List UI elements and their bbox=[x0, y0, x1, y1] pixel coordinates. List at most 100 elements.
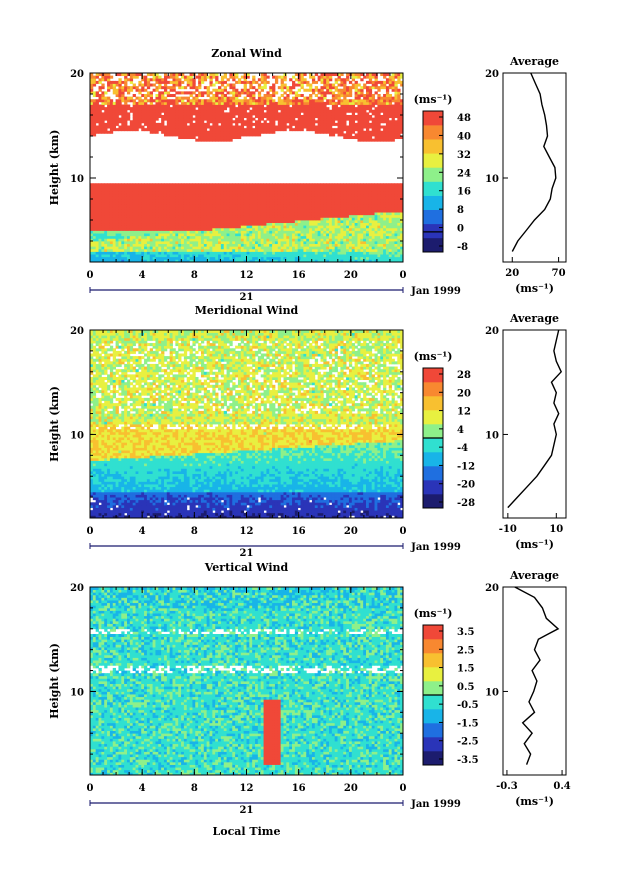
heatmap-cell bbox=[113, 217, 116, 220]
heatmap-cell bbox=[278, 102, 281, 105]
heatmap-cell bbox=[272, 110, 275, 113]
heatmap-cell bbox=[278, 225, 281, 228]
heatmap-cell bbox=[338, 115, 341, 118]
heatmap-cell bbox=[281, 118, 284, 121]
heatmap-cell bbox=[249, 81, 252, 84]
heatmap-cell bbox=[295, 183, 298, 186]
heatmap-cell bbox=[272, 94, 275, 97]
heatmap-cell bbox=[286, 112, 289, 115]
heatmap-cell bbox=[261, 118, 264, 121]
heatmap-cell bbox=[366, 123, 369, 126]
heatmap-cell bbox=[286, 212, 289, 215]
heatmap-cell bbox=[298, 199, 301, 202]
heatmap-cell bbox=[360, 204, 363, 207]
heatmap-cell bbox=[303, 217, 306, 220]
heatmap-cell bbox=[158, 199, 161, 202]
heatmap-cell bbox=[184, 91, 187, 94]
heatmap-cell bbox=[264, 207, 267, 210]
heatmap-cell bbox=[281, 238, 284, 241]
heatmap-cell bbox=[144, 97, 147, 100]
heatmap-cell bbox=[201, 183, 204, 186]
heatmap-cell bbox=[289, 102, 292, 105]
heatmap-cell bbox=[124, 76, 127, 79]
heatmap-cell bbox=[173, 233, 176, 236]
heatmap-cell bbox=[127, 257, 130, 260]
heatmap-cell bbox=[318, 186, 321, 189]
heatmap-cell bbox=[99, 94, 102, 97]
heatmap-cell bbox=[96, 210, 99, 213]
heatmap-cell bbox=[130, 183, 133, 186]
heatmap-cell bbox=[309, 215, 312, 218]
heatmap-cell bbox=[207, 89, 210, 92]
heatmap-cell bbox=[130, 126, 133, 129]
heatmap-cell bbox=[178, 215, 181, 218]
heatmap-cell bbox=[357, 133, 360, 136]
heatmap-cell bbox=[212, 118, 215, 121]
heatmap-cell bbox=[215, 123, 218, 126]
heatmap-cell bbox=[264, 126, 267, 129]
heatmap-cell bbox=[375, 123, 378, 126]
heatmap-cell bbox=[150, 196, 153, 199]
heatmap-cell bbox=[275, 236, 278, 239]
heatmap-cell bbox=[281, 254, 284, 257]
heatmap-cell bbox=[338, 112, 341, 115]
heatmap-cell bbox=[104, 112, 107, 115]
heatmap-cell bbox=[255, 236, 258, 239]
heatmap-cell bbox=[283, 210, 286, 213]
heatmap-cell bbox=[153, 110, 156, 113]
heatmap-cell bbox=[136, 236, 139, 239]
heatmap-cell bbox=[377, 212, 380, 215]
heatmap-cell bbox=[113, 220, 116, 223]
heatmap-cell bbox=[264, 84, 267, 87]
heatmap-cell bbox=[116, 241, 119, 244]
heatmap-cell bbox=[323, 183, 326, 186]
heatmap-cell bbox=[292, 118, 295, 121]
heatmap-cell bbox=[215, 115, 218, 118]
heatmap-cell bbox=[298, 207, 301, 210]
heatmap-cell bbox=[173, 102, 176, 105]
heatmap-cell bbox=[301, 220, 304, 223]
heatmap-cell bbox=[278, 257, 281, 260]
heatmap-cell bbox=[99, 81, 102, 84]
heatmap-cell bbox=[181, 199, 184, 202]
heatmap-cell bbox=[320, 207, 323, 210]
heatmap-cell bbox=[127, 186, 130, 189]
heatmap-cell bbox=[301, 215, 304, 218]
heatmap-cell bbox=[175, 78, 178, 81]
heatmap-cell bbox=[161, 94, 164, 97]
heatmap-cell bbox=[121, 207, 124, 210]
heatmap-cell bbox=[241, 110, 244, 113]
heatmap-cell bbox=[360, 105, 363, 108]
heatmap-cell bbox=[244, 186, 247, 189]
heatmap-cell bbox=[212, 136, 215, 139]
heatmap-cell bbox=[338, 246, 341, 249]
heatmap-cell bbox=[298, 126, 301, 129]
heatmap-cell bbox=[377, 238, 380, 241]
heatmap-cell bbox=[212, 254, 215, 257]
heatmap-cell bbox=[244, 183, 247, 186]
heatmap-cell bbox=[118, 118, 121, 121]
heatmap-cell bbox=[241, 244, 244, 247]
heatmap-cell bbox=[289, 186, 292, 189]
heatmap-cell bbox=[150, 228, 153, 231]
heatmap-cell bbox=[309, 228, 312, 231]
heatmap-cell bbox=[301, 105, 304, 108]
heatmap-cell bbox=[201, 131, 204, 134]
heatmap-cell bbox=[264, 99, 267, 102]
heatmap-cell bbox=[164, 249, 167, 252]
heatmap-cell bbox=[264, 204, 267, 207]
heatmap-cell bbox=[286, 110, 289, 113]
heatmap-cell bbox=[329, 118, 332, 121]
heatmap-cell bbox=[164, 238, 167, 241]
heatmap-cell bbox=[204, 238, 207, 241]
heatmap-cell bbox=[224, 233, 227, 236]
heatmap-cell bbox=[198, 244, 201, 247]
heatmap-cell bbox=[303, 81, 306, 84]
heatmap-cell bbox=[204, 189, 207, 192]
heatmap-cell bbox=[215, 212, 218, 215]
heatmap-cell bbox=[127, 183, 130, 186]
heatmap-cell bbox=[181, 112, 184, 115]
heatmap-cell bbox=[210, 81, 213, 84]
heatmap-cell bbox=[335, 233, 338, 236]
heatmap-cell bbox=[292, 249, 295, 252]
